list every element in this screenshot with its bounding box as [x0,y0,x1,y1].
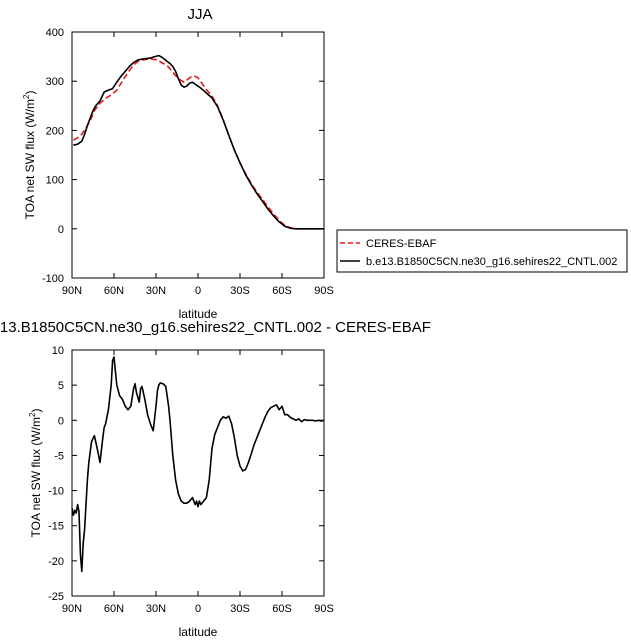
x-tick-label: 0 [195,285,201,297]
x-tick-label: 60S [272,285,292,297]
y-tick-label: 200 [46,125,64,137]
legend: CERES-EBAF b.e13.B1850C5CN.ne30_g16.sehi… [336,229,628,273]
x-tick-label: 60N [104,285,124,297]
plot-area-top [73,54,324,230]
x-tick-label: 30S [230,285,250,297]
y-tick-label: -25 [48,591,64,603]
x-axis-label-top: latitude [179,307,218,321]
y-tick-label: 400 [46,27,64,39]
y-tick-label: 10 [52,345,64,357]
y-tick-label: -20 [48,556,64,568]
chart-title-top: JJA [187,6,212,23]
plot-frame-bottom [71,349,325,597]
x-tick-label: 60S [272,603,292,615]
y-axis-label-top: TOA net SW flux (W/m2) [22,91,37,220]
y-tick-label: 0 [58,415,64,427]
legend-label-model: b.e13.B1850C5CN.ne30_g16.sehires22_CNTL.… [366,256,617,268]
x-tick-label: 30N [146,285,166,297]
legend-label-ceres: CERES-EBAF [366,238,437,250]
x-tick-label: 0 [195,603,201,615]
y-tick-label: -100 [42,273,64,285]
x-tick-label: 30S [230,603,250,615]
x-axis-label-bottom: latitude [179,625,218,639]
plot-frame-top [71,31,325,279]
x-tick-label: 90N [62,603,82,615]
x-tick-label: 60N [104,603,124,615]
x-axis-top: 90N 60N 30N 0 30S 60S 90S [62,32,334,297]
y-tick-label: -10 [48,486,64,498]
y-axis-label-bottom: TOA net SW flux (W/m2) [28,409,43,538]
x-axis-bottom: 90N 60N 30N 0 30S 60S 90S [62,350,334,615]
legend-box [336,229,628,273]
y-tick-label: 0 [58,224,64,236]
chart-title-bottom: b.e13.B1850C5CN.ne30_g16.sehires22_CNTL.… [0,319,431,336]
y-tick-label: -5 [54,450,64,462]
series-line-model [71,356,325,573]
y-axis-top: -100 0 100 200 300 400 [42,27,324,285]
y-tick-label: 5 [58,380,64,392]
y-tick-label: 300 [46,76,64,88]
y-axis-bottom: -25 -20 -15 -10 -5 0 5 10 [48,345,324,603]
panel-difference: b.e13.B1850C5CN.ne30_g16.sehires22_CNTL.… [0,319,431,639]
series-line-ceres-ebaf [73,58,324,230]
y-tick-label: 100 [46,175,64,187]
y-tick-label: -15 [48,521,64,533]
series-line-model [73,54,324,230]
plot-area-bottom [71,356,325,573]
x-tick-label: 90N [62,285,82,297]
x-tick-label: 30N [146,603,166,615]
x-tick-label: 90S [314,285,334,297]
x-tick-label: 90S [314,603,334,615]
